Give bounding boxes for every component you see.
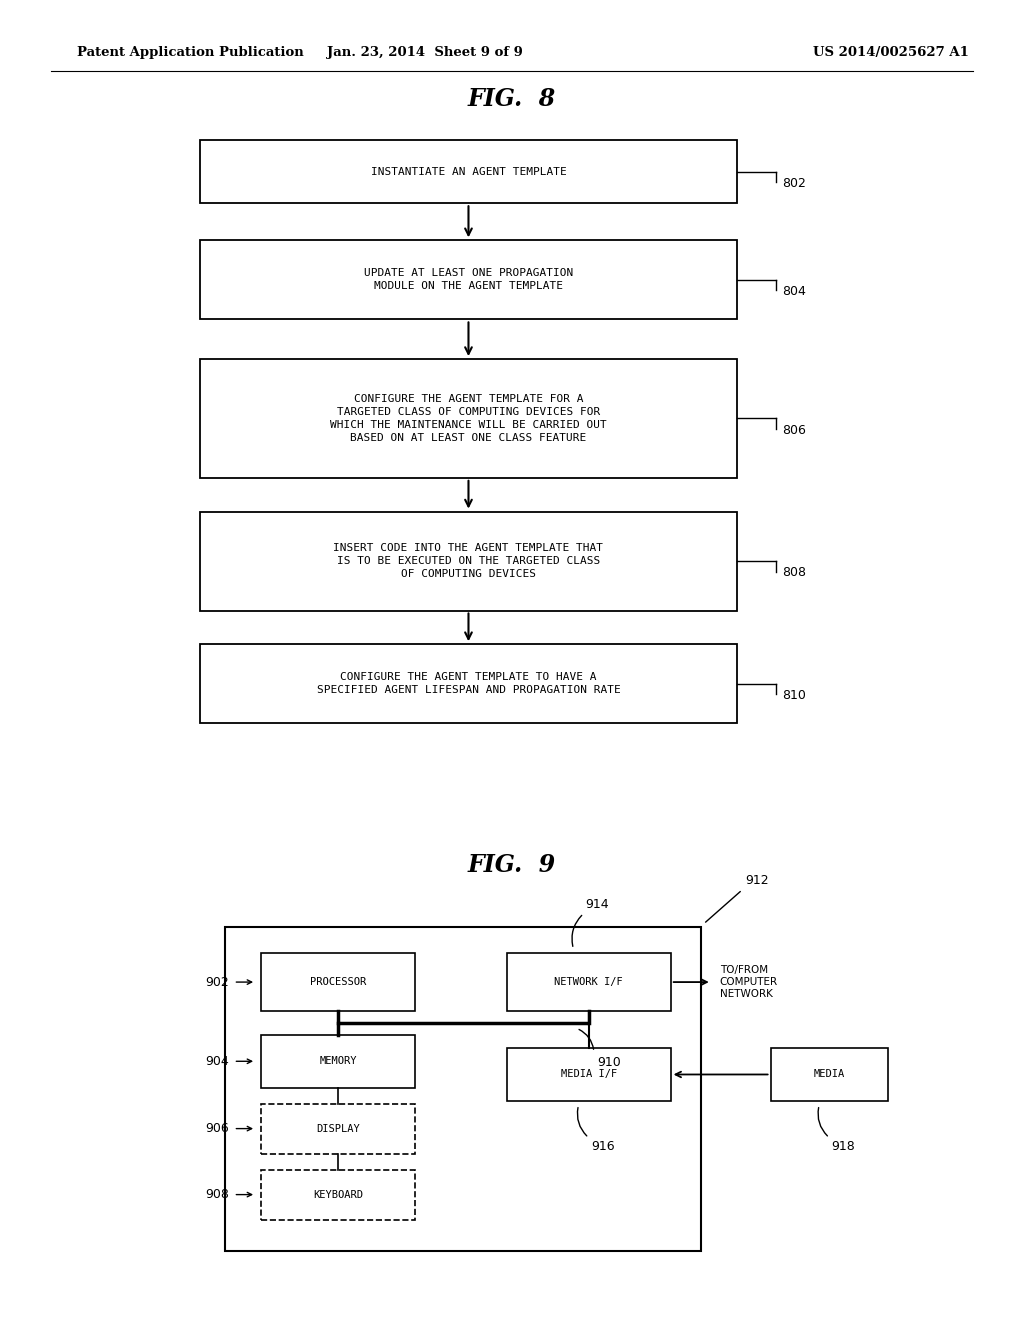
FancyBboxPatch shape [200,644,737,723]
Text: 914: 914 [586,898,609,911]
Text: Jan. 23, 2014  Sheet 9 of 9: Jan. 23, 2014 Sheet 9 of 9 [327,46,523,59]
Text: 806: 806 [782,424,806,437]
Text: FIG.  8: FIG. 8 [468,87,556,111]
Text: US 2014/0025627 A1: US 2014/0025627 A1 [813,46,969,59]
FancyBboxPatch shape [200,140,737,203]
Text: 808: 808 [782,566,806,579]
FancyBboxPatch shape [507,1048,671,1101]
FancyBboxPatch shape [261,1035,415,1088]
Text: 902: 902 [206,975,229,989]
Text: 912: 912 [745,874,769,887]
Text: CONFIGURE THE AGENT TEMPLATE FOR A
TARGETED CLASS OF COMPUTING DEVICES FOR
WHICH: CONFIGURE THE AGENT TEMPLATE FOR A TARGE… [330,393,607,444]
Text: INSERT CODE INTO THE AGENT TEMPLATE THAT
IS TO BE EXECUTED ON THE TARGETED CLASS: INSERT CODE INTO THE AGENT TEMPLATE THAT… [334,543,603,579]
Text: 904: 904 [206,1055,229,1068]
Text: CONFIGURE THE AGENT TEMPLATE TO HAVE A
SPECIFIED AGENT LIFESPAN AND PROPAGATION : CONFIGURE THE AGENT TEMPLATE TO HAVE A S… [316,672,621,696]
FancyBboxPatch shape [507,953,671,1011]
FancyBboxPatch shape [200,512,737,610]
Text: 810: 810 [782,689,806,702]
Text: 910: 910 [597,1056,621,1069]
FancyBboxPatch shape [261,1170,415,1220]
Text: 918: 918 [831,1140,855,1154]
Text: 908: 908 [206,1188,229,1201]
Text: KEYBOARD: KEYBOARD [313,1189,362,1200]
Text: PROCESSOR: PROCESSOR [310,977,366,987]
Text: NETWORK I/F: NETWORK I/F [554,977,624,987]
Text: 802: 802 [782,177,806,190]
Text: DISPLAY: DISPLAY [316,1123,359,1134]
Text: 916: 916 [591,1140,614,1154]
Text: UPDATE AT LEAST ONE PROPAGATION
MODULE ON THE AGENT TEMPLATE: UPDATE AT LEAST ONE PROPAGATION MODULE O… [364,268,573,292]
FancyBboxPatch shape [261,1104,415,1154]
Text: MEDIA I/F: MEDIA I/F [561,1069,616,1080]
Text: INSTANTIATE AN AGENT TEMPLATE: INSTANTIATE AN AGENT TEMPLATE [371,166,566,177]
Text: MEMORY: MEMORY [319,1056,356,1067]
FancyBboxPatch shape [261,953,415,1011]
Text: 804: 804 [782,285,806,298]
Text: FIG.  9: FIG. 9 [468,853,556,876]
FancyBboxPatch shape [200,240,737,319]
Text: MEDIA: MEDIA [814,1069,845,1080]
Text: Patent Application Publication: Patent Application Publication [77,46,303,59]
FancyBboxPatch shape [771,1048,889,1101]
Text: 906: 906 [206,1122,229,1135]
FancyBboxPatch shape [225,927,701,1251]
FancyBboxPatch shape [200,359,737,478]
Text: TO/FROM
COMPUTER
NETWORK: TO/FROM COMPUTER NETWORK [720,965,778,999]
